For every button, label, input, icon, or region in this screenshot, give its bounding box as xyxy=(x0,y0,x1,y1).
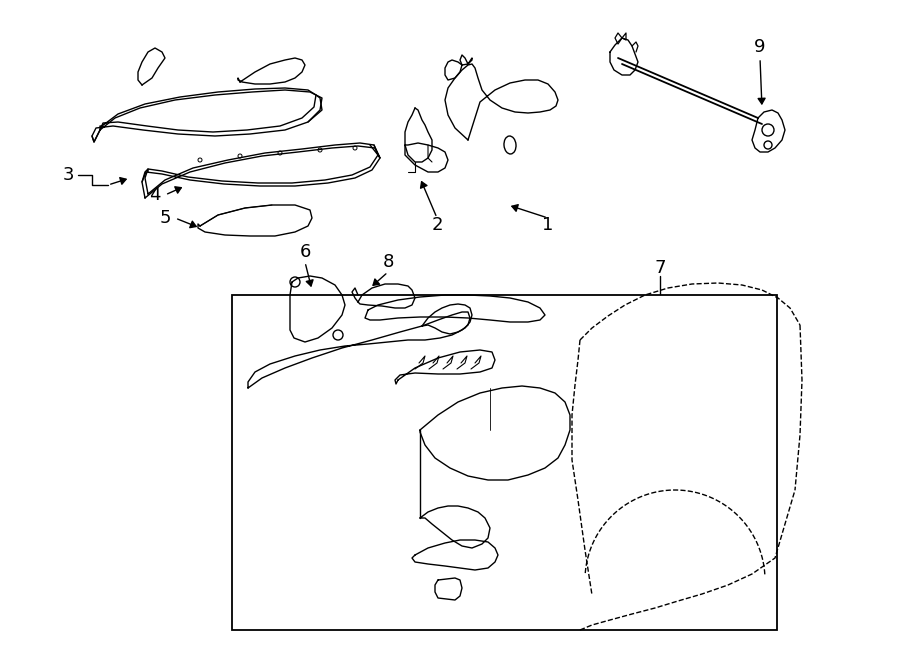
Text: 1: 1 xyxy=(543,216,553,234)
Text: 2: 2 xyxy=(431,216,443,234)
Text: 5: 5 xyxy=(159,209,171,227)
Text: 3: 3 xyxy=(62,166,74,184)
Text: 9: 9 xyxy=(754,38,766,56)
Text: 7: 7 xyxy=(654,259,666,277)
Text: 8: 8 xyxy=(382,253,393,271)
Text: 4: 4 xyxy=(149,186,161,204)
Bar xyxy=(232,295,777,630)
Text: 6: 6 xyxy=(300,243,310,261)
